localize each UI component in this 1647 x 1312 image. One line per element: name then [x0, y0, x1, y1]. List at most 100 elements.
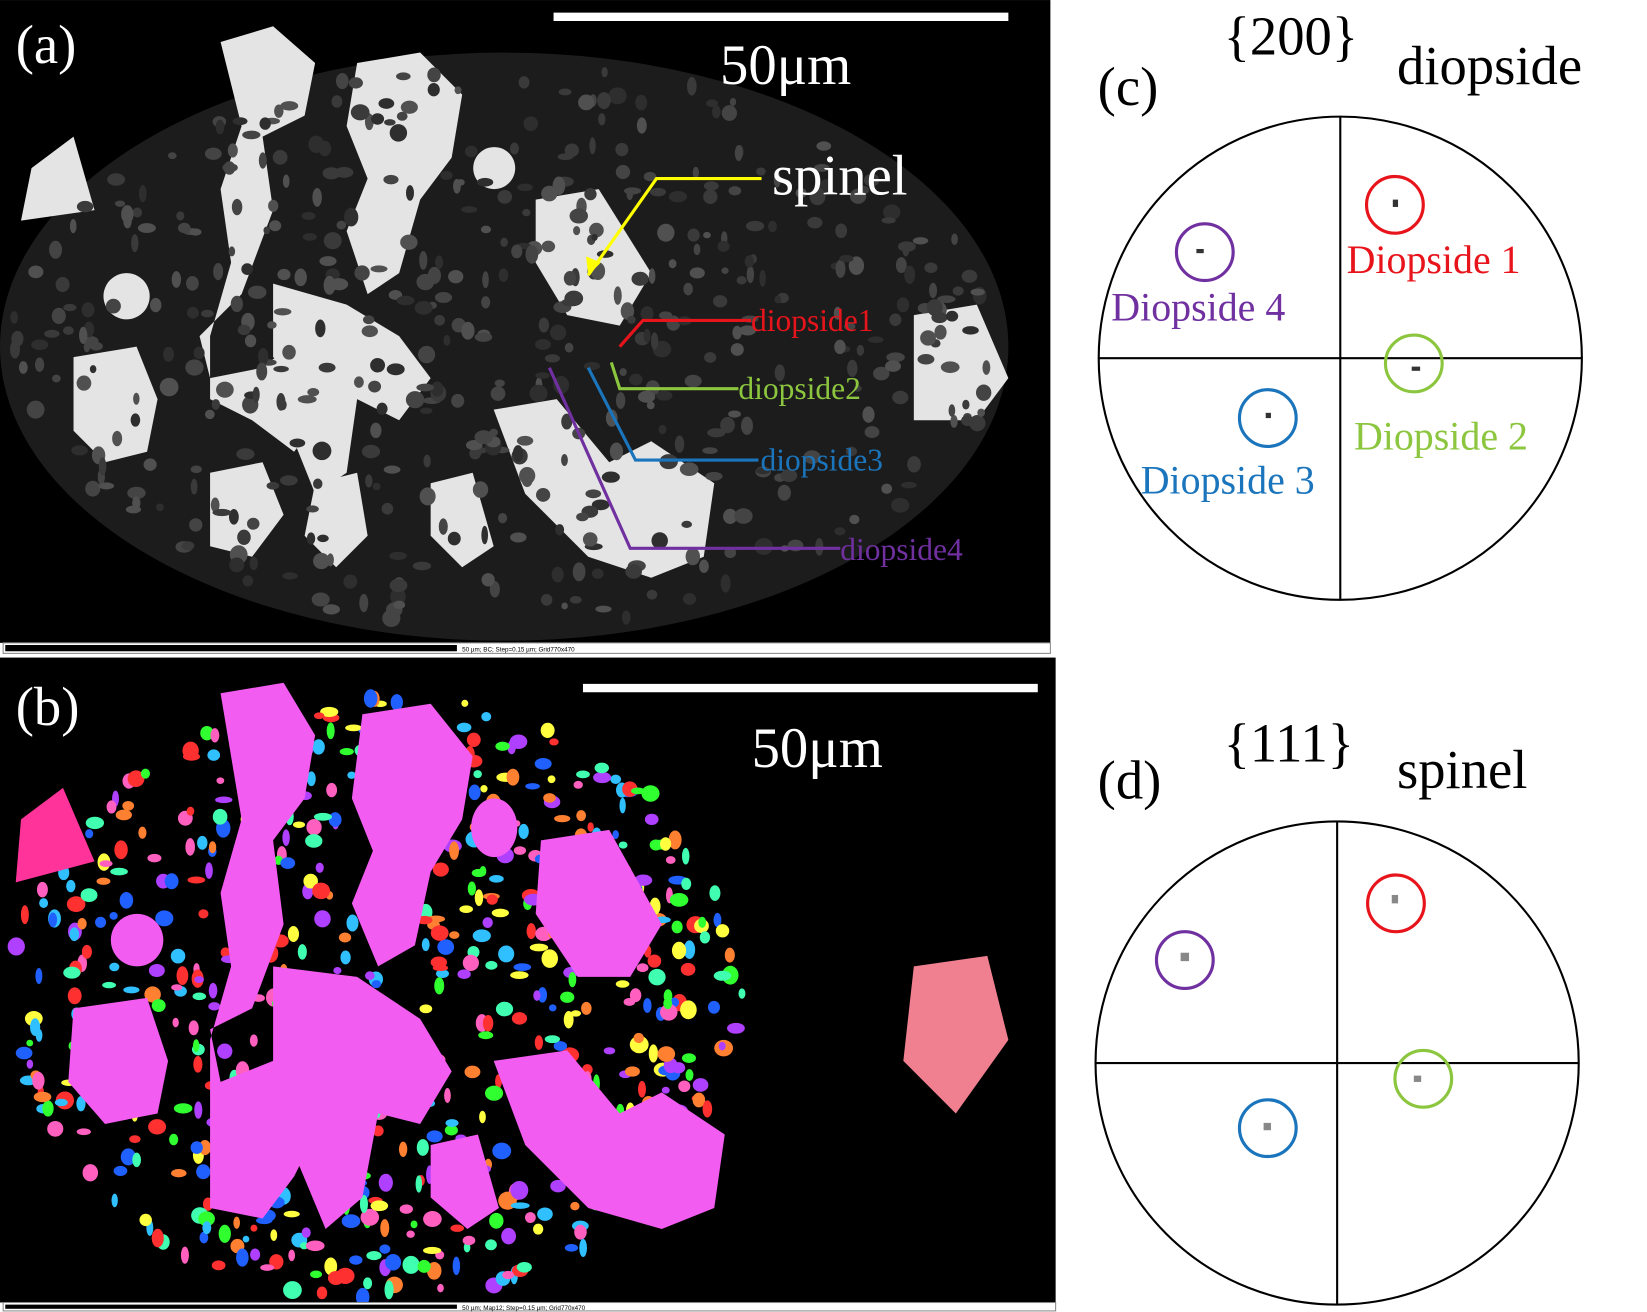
grain [680, 962, 696, 976]
grain [410, 1220, 418, 1229]
grain [595, 605, 612, 613]
grain [537, 987, 548, 1003]
arrow [586, 177, 762, 277]
grain [98, 457, 107, 476]
grain [312, 739, 325, 755]
grain [707, 1000, 720, 1014]
grain [326, 722, 335, 740]
grain [227, 143, 238, 158]
grain [198, 1211, 215, 1227]
grain [553, 375, 570, 394]
grain [451, 393, 465, 408]
leader [547, 367, 841, 550]
grain [560, 991, 575, 1003]
grain [324, 1257, 338, 1276]
grain [641, 785, 660, 802]
grain [671, 941, 687, 960]
grain [561, 298, 580, 307]
grain [217, 1043, 233, 1059]
status-progress [5, 644, 457, 652]
grain [948, 404, 956, 417]
grain [171, 271, 182, 288]
grain [237, 529, 251, 545]
grain [576, 512, 589, 522]
grain [699, 559, 709, 573]
grain [529, 943, 549, 952]
grain [313, 812, 332, 821]
grain [610, 774, 622, 784]
grain [547, 775, 556, 784]
grain [109, 962, 120, 972]
grain [564, 342, 574, 353]
grain [385, 1253, 402, 1271]
grain [336, 220, 347, 230]
grain [555, 524, 565, 536]
grain [457, 969, 471, 980]
leader [586, 366, 759, 462]
grain [461, 699, 469, 707]
grain [181, 541, 195, 551]
grain [472, 929, 491, 943]
grain [62, 326, 74, 335]
grain [756, 167, 766, 176]
grain [389, 551, 407, 561]
panel-label: (c) [1098, 56, 1159, 117]
grain [210, 728, 220, 743]
grain [532, 1223, 544, 1235]
grain [230, 295, 243, 313]
grain [659, 311, 673, 320]
grain [495, 1001, 514, 1017]
phase: spinel [1397, 739, 1527, 800]
grain [891, 497, 910, 513]
grain [197, 835, 208, 850]
grain [746, 265, 755, 284]
grain [657, 223, 675, 242]
grain [208, 1002, 221, 1011]
grain [30, 1018, 41, 1036]
grain [315, 862, 324, 873]
grain [323, 232, 342, 250]
grain [15, 787, 95, 883]
grain [371, 980, 382, 989]
grain [476, 177, 494, 187]
grain [721, 267, 729, 275]
grain [886, 352, 905, 363]
grain [236, 1248, 249, 1267]
grain [299, 1242, 309, 1250]
grain [386, 363, 405, 376]
status-bar [2, 642, 1051, 654]
grain [151, 999, 166, 1012]
grain [32, 1071, 45, 1090]
grain [615, 164, 631, 180]
grain [732, 325, 742, 340]
grain [564, 1244, 579, 1252]
grain [481, 525, 489, 545]
grain [723, 508, 738, 524]
grain [537, 1207, 553, 1221]
grain [189, 228, 202, 236]
grain [365, 971, 375, 980]
grain [10, 311, 19, 324]
grain [371, 113, 385, 125]
grain [89, 365, 97, 374]
grain [907, 456, 921, 473]
grain [510, 1202, 530, 1209]
grain [279, 399, 287, 411]
grain [438, 518, 448, 535]
grain [412, 561, 432, 571]
grain [485, 960, 498, 970]
grain [378, 98, 395, 109]
grain [400, 100, 418, 114]
grain [416, 1139, 429, 1156]
grain [434, 977, 445, 995]
grain [873, 366, 890, 381]
grain [704, 352, 717, 363]
grain [347, 771, 356, 779]
grain [698, 916, 707, 928]
grain [553, 1041, 568, 1051]
grain [190, 478, 198, 495]
grain [456, 722, 472, 733]
panel-b: (b) 50μm 50 µm; Map12; Step=0.15 µm; Gri… [0, 657, 1057, 1312]
grain [619, 797, 626, 814]
grain [423, 1211, 442, 1227]
